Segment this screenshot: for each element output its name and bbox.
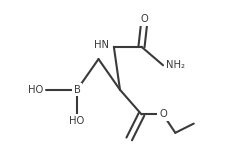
Text: HO: HO xyxy=(69,115,85,126)
Text: B: B xyxy=(73,85,80,95)
Text: HN: HN xyxy=(94,40,109,50)
Text: NH₂: NH₂ xyxy=(166,60,185,70)
Text: HO: HO xyxy=(28,85,43,95)
Text: O: O xyxy=(159,109,167,119)
Text: O: O xyxy=(141,14,149,24)
